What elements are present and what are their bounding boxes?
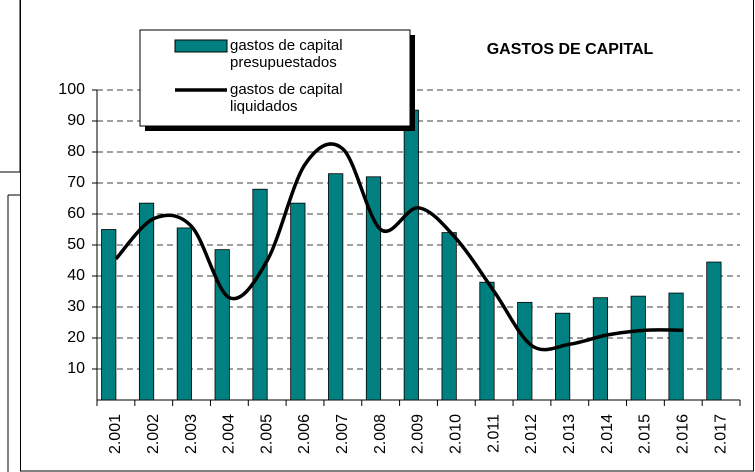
- bar: [630, 295, 646, 401]
- y-tick-label: 60: [67, 205, 85, 222]
- x-tick-label: 2.007: [334, 414, 351, 454]
- bar: [290, 202, 306, 401]
- x-tick-label: 2.010: [448, 414, 465, 454]
- bar: [252, 188, 268, 401]
- line: [114, 142, 684, 352]
- x-tick-label: 2.004: [221, 414, 238, 454]
- bar: [214, 249, 230, 401]
- x-tick-label: 2.006: [296, 414, 313, 454]
- bar: [592, 297, 609, 401]
- x-tick-label: 2.015: [637, 414, 654, 454]
- bar: [441, 232, 457, 401]
- x-tick-label: 2.001: [107, 414, 124, 454]
- bar: [479, 281, 495, 401]
- bar: [176, 227, 192, 401]
- x-tick-label: 2.011: [485, 414, 502, 453]
- y-tick-label: 10: [67, 360, 85, 377]
- y-tick-label: 30: [67, 298, 85, 315]
- bar: [555, 312, 571, 401]
- x-tick-label: 2.009: [410, 414, 427, 454]
- x-tick-label: 2.003: [183, 414, 200, 454]
- bar: [403, 109, 419, 401]
- frame: [20, 0, 754, 472]
- bar: [706, 261, 722, 401]
- bar: [328, 173, 344, 401]
- chart-title: GASTOS DE CAPITAL: [487, 41, 654, 58]
- legend-label: gastos de capital presupuestados: [230, 37, 343, 71]
- bar: [517, 301, 533, 401]
- bar: [365, 176, 382, 401]
- y-tick-label: 20: [67, 329, 85, 346]
- legend-label: gastos de capital liquidados: [230, 81, 343, 115]
- bar: [101, 229, 117, 401]
- y-tick-label: 80: [67, 143, 85, 160]
- x-tick-label: 2.017: [712, 414, 729, 454]
- x-tick-label: 2.016: [674, 414, 691, 454]
- x-tick-label: 2.013: [561, 414, 578, 454]
- legend-swatch: [174, 39, 228, 53]
- bar: [668, 292, 684, 401]
- x-tick-label: 2.008: [372, 414, 389, 454]
- x-tick-label: 2.012: [523, 414, 540, 454]
- y-tick-label: 40: [67, 267, 85, 284]
- y-tick-label: 100: [58, 81, 85, 98]
- y-tick-label: 70: [67, 174, 85, 191]
- x-tick-label: 2.014: [599, 414, 616, 454]
- y-tick-label: 50: [67, 236, 85, 253]
- y-tick-label: 90: [67, 112, 85, 129]
- x-tick-label: 2.002: [145, 414, 162, 454]
- x-tick-label: 2.005: [258, 414, 275, 454]
- bar: [138, 202, 155, 401]
